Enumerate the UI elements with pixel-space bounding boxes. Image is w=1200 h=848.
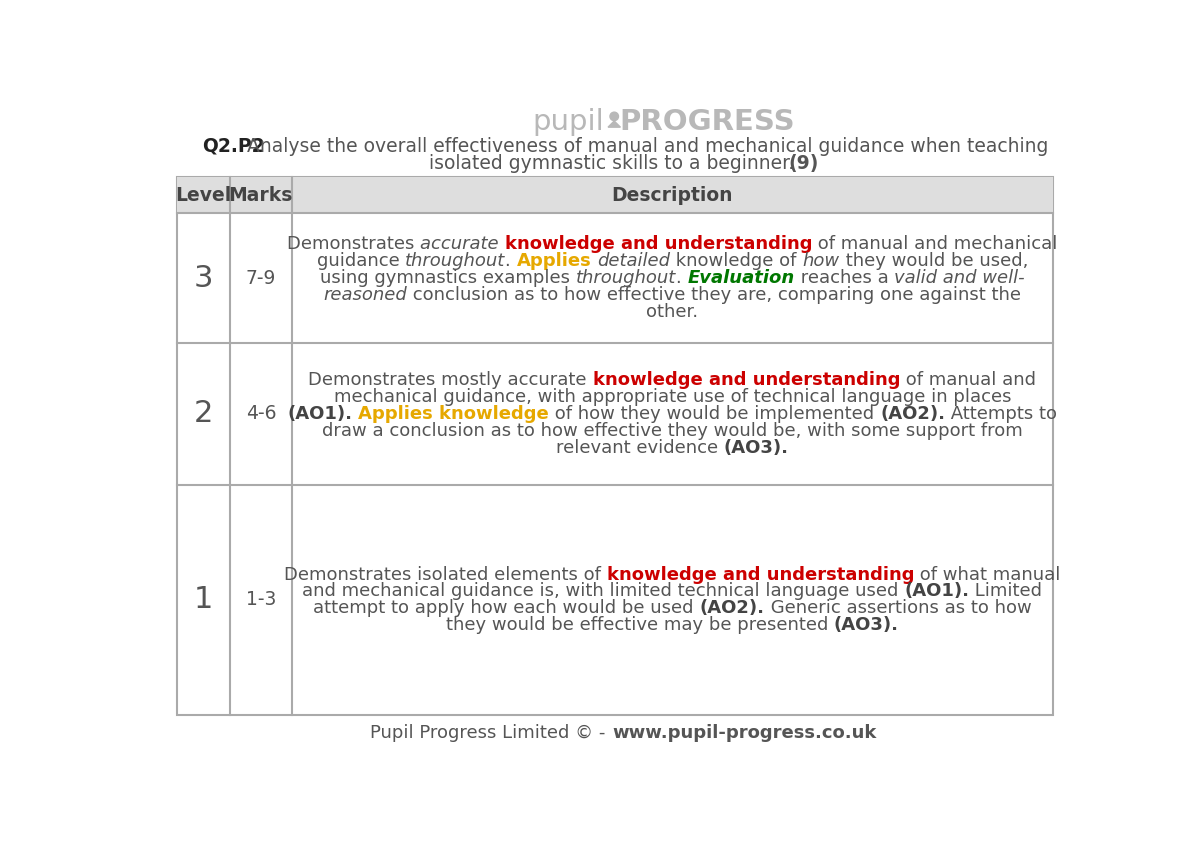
Text: reasoned: reasoned <box>324 286 407 304</box>
Text: conclusion as to how effective they are, comparing one against the: conclusion as to how effective they are,… <box>407 286 1021 304</box>
Text: throughout: throughout <box>406 252 505 271</box>
Text: 7-9: 7-9 <box>246 269 276 287</box>
Text: knowledge and understanding: knowledge and understanding <box>607 566 914 583</box>
Text: throughout: throughout <box>576 269 676 287</box>
Text: Description: Description <box>612 186 733 205</box>
Text: knowledge and understanding: knowledge and understanding <box>505 235 812 254</box>
Text: Evaluation: Evaluation <box>688 269 794 287</box>
Text: (AO2).: (AO2). <box>700 600 764 617</box>
Text: Analyse the overall effectiveness of manual and mechanical guidance when teachin: Analyse the overall effectiveness of man… <box>247 137 1049 156</box>
Text: they would be used,: they would be used, <box>840 252 1028 271</box>
Text: Limited: Limited <box>970 583 1043 600</box>
Text: using gymnastics examples: using gymnastics examples <box>320 269 576 287</box>
Text: Demonstrates: Demonstrates <box>287 235 420 254</box>
Text: 1-3: 1-3 <box>246 590 276 610</box>
Text: other.: other. <box>647 303 698 321</box>
Text: .: . <box>505 252 517 271</box>
Text: detailed: detailed <box>598 252 671 271</box>
Text: guidance: guidance <box>317 252 406 271</box>
Text: of how they would be implemented: of how they would be implemented <box>550 405 880 423</box>
Text: of manual and: of manual and <box>900 371 1037 389</box>
Text: knowledge and understanding: knowledge and understanding <box>593 371 900 389</box>
Text: how: how <box>803 252 840 271</box>
Text: 3: 3 <box>193 264 214 293</box>
Text: accurate: accurate <box>420 235 505 254</box>
Text: Level: Level <box>175 186 232 205</box>
Text: 1: 1 <box>193 585 214 615</box>
Text: (AO3).: (AO3). <box>724 439 788 457</box>
Text: Attempts to: Attempts to <box>946 405 1057 423</box>
Text: valid and well-: valid and well- <box>894 269 1025 287</box>
Polygon shape <box>608 121 620 127</box>
Text: attempt to apply how each would be used: attempt to apply how each would be used <box>313 600 700 617</box>
Text: knowledge of: knowledge of <box>671 252 803 271</box>
Text: (9): (9) <box>788 153 818 173</box>
Text: of manual and mechanical: of manual and mechanical <box>812 235 1057 254</box>
Text: www.pupil-progress.co.uk: www.pupil-progress.co.uk <box>613 724 877 742</box>
Bar <box>178 177 1052 715</box>
Text: 2: 2 <box>193 399 214 428</box>
Text: relevant evidence: relevant evidence <box>556 439 724 457</box>
Text: draw a conclusion as to how effective they would be, with some support from: draw a conclusion as to how effective th… <box>322 422 1022 440</box>
Circle shape <box>610 112 618 120</box>
Text: (AO2).: (AO2). <box>880 405 946 423</box>
Text: pupil: pupil <box>533 108 604 136</box>
Text: Pupil Progress Limited © -: Pupil Progress Limited © - <box>370 724 611 742</box>
Text: and mechanical guidance is, with limited technical language used: and mechanical guidance is, with limited… <box>302 583 905 600</box>
Text: reaches a: reaches a <box>794 269 894 287</box>
Text: (AO1).: (AO1). <box>288 405 353 423</box>
Text: Applies: Applies <box>517 252 592 271</box>
Text: Q2.P2: Q2.P2 <box>202 137 264 156</box>
Text: Applies knowledge: Applies knowledge <box>359 405 550 423</box>
Text: they would be effective may be presented: they would be effective may be presented <box>445 616 834 634</box>
Text: (AO1).: (AO1). <box>905 583 970 600</box>
Text: mechanical guidance, with appropriate use of technical language in places: mechanical guidance, with appropriate us… <box>334 388 1012 406</box>
Text: of what manual: of what manual <box>914 566 1061 583</box>
Text: Demonstrates mostly accurate: Demonstrates mostly accurate <box>308 371 593 389</box>
Text: 4-6: 4-6 <box>246 404 276 423</box>
Text: .: . <box>676 269 688 287</box>
Text: Demonstrates isolated elements of: Demonstrates isolated elements of <box>284 566 607 583</box>
Text: Marks: Marks <box>229 186 293 205</box>
Text: isolated gymnastic skills to a beginner.: isolated gymnastic skills to a beginner. <box>430 153 800 173</box>
Text: PROGRESS: PROGRESS <box>619 108 796 136</box>
Bar <box>178 177 1052 214</box>
Text: Generic assertions as to how: Generic assertions as to how <box>764 600 1031 617</box>
Text: (AO3).: (AO3). <box>834 616 899 634</box>
